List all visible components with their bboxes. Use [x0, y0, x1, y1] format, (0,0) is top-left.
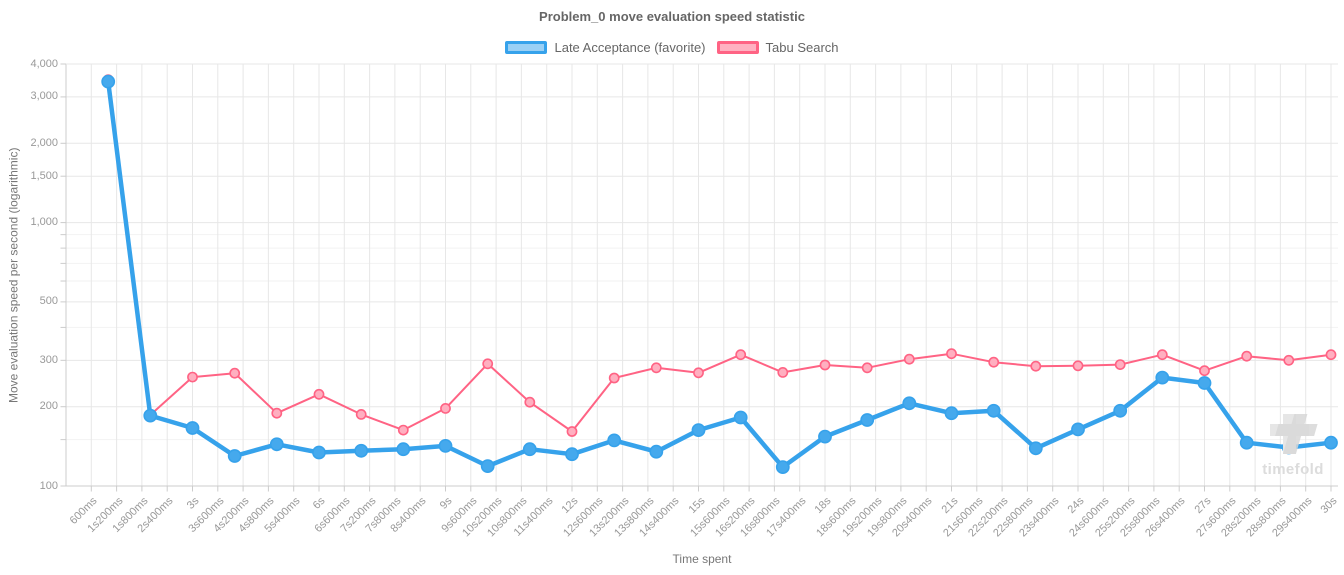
point-late-acceptance[interactable]: [565, 447, 579, 462]
point-late-acceptance[interactable]: [522, 442, 537, 457]
point-late-acceptance[interactable]: [607, 433, 622, 448]
watermark-text: timefold: [1262, 461, 1324, 478]
point-late-acceptance[interactable]: [775, 460, 790, 474]
point-late-acceptance[interactable]: [944, 406, 959, 421]
point-tabu-search[interactable]: [693, 367, 704, 379]
x-axis-title: Time spent: [672, 552, 732, 566]
point-late-acceptance[interactable]: [1028, 441, 1043, 456]
point-late-acceptance[interactable]: [860, 413, 875, 427]
point-late-acceptance[interactable]: [733, 410, 748, 425]
point-tabu-search[interactable]: [946, 348, 957, 360]
point-tabu-search[interactable]: [566, 426, 578, 437]
point-late-acceptance[interactable]: [480, 459, 495, 473]
point-late-acceptance[interactable]: [649, 444, 664, 459]
y-tick-label: 200: [39, 400, 58, 413]
point-tabu-search[interactable]: [355, 408, 367, 420]
line-tabu-search: [107, 78, 1332, 433]
point-tabu-search[interactable]: [988, 356, 1000, 368]
legend-item-late-acceptance[interactable]: Late Acceptance (favorite): [505, 40, 706, 55]
point-tabu-search[interactable]: [861, 362, 873, 374]
legend-item-tabu-search[interactable]: Tabu Search: [716, 40, 839, 55]
point-tabu-search[interactable]: [1114, 359, 1126, 370]
line-late-acceptance: [105, 79, 1334, 470]
y-tick-label: 1,500: [30, 169, 58, 182]
legend-swatch-pink: [716, 41, 759, 54]
point-tabu-search[interactable]: [524, 396, 536, 408]
point-late-acceptance[interactable]: [691, 423, 706, 437]
point-tabu-search[interactable]: [229, 367, 241, 379]
point-tabu-search[interactable]: [1241, 350, 1253, 362]
point-tabu-search[interactable]: [1325, 349, 1337, 361]
point-tabu-search[interactable]: [608, 372, 620, 384]
point-late-acceptance[interactable]: [1071, 422, 1085, 437]
point-late-acceptance[interactable]: [227, 449, 242, 463]
point-late-acceptance[interactable]: [818, 429, 832, 444]
point-tabu-search[interactable]: [1283, 354, 1295, 366]
y-tick-label: 4,000: [30, 57, 58, 70]
chart-title: Problem_0 move evaluation speed statisti…: [539, 9, 805, 24]
point-tabu-search[interactable]: [1072, 360, 1084, 372]
point-late-acceptance[interactable]: [101, 74, 116, 89]
legend-label: Tabu Search: [765, 40, 839, 55]
point-tabu-search[interactable]: [440, 402, 451, 414]
point-late-acceptance[interactable]: [312, 445, 326, 460]
point-late-acceptance[interactable]: [143, 408, 158, 423]
point-tabu-search[interactable]: [187, 371, 198, 383]
point-tabu-search[interactable]: [1199, 365, 1210, 377]
y-tick-label: 1,000: [30, 216, 58, 229]
point-late-acceptance[interactable]: [185, 421, 200, 435]
point-late-acceptance[interactable]: [438, 438, 453, 453]
point-tabu-search[interactable]: [819, 359, 831, 371]
point-tabu-search[interactable]: [1030, 360, 1042, 372]
point-tabu-search[interactable]: [1156, 349, 1168, 361]
point-late-acceptance[interactable]: [354, 443, 369, 458]
point-tabu-search[interactable]: [735, 349, 747, 361]
y-tick-label: 500: [39, 295, 58, 308]
legend-label: Late Acceptance (favorite): [554, 40, 706, 55]
y-tick-label: 300: [39, 353, 58, 366]
y-tick-label: 2,000: [30, 136, 58, 149]
point-late-acceptance[interactable]: [986, 403, 1001, 418]
timefold-watermark: timefold: [1250, 412, 1336, 478]
point-late-acceptance[interactable]: [1113, 403, 1128, 418]
legend: Late Acceptance (favorite) Tabu Search: [0, 40, 1344, 55]
point-tabu-search[interactable]: [650, 362, 662, 374]
legend-swatch-blue: [505, 41, 548, 54]
y-tick-label: 100: [39, 479, 58, 492]
timefold-logo-icon: [1270, 414, 1318, 454]
point-late-acceptance[interactable]: [269, 437, 284, 452]
point-late-acceptance[interactable]: [902, 396, 917, 411]
point-tabu-search[interactable]: [903, 353, 915, 365]
point-tabu-search[interactable]: [482, 358, 494, 370]
point-late-acceptance[interactable]: [1155, 370, 1170, 385]
point-tabu-search[interactable]: [397, 424, 409, 436]
point-late-acceptance[interactable]: [1197, 376, 1212, 390]
point-tabu-search[interactable]: [777, 366, 789, 378]
point-tabu-search[interactable]: [313, 388, 325, 400]
point-tabu-search[interactable]: [271, 407, 283, 419]
point-late-acceptance[interactable]: [1324, 435, 1338, 450]
y-tick-label: 3,000: [30, 90, 58, 103]
point-late-acceptance[interactable]: [396, 442, 411, 457]
point-late-acceptance[interactable]: [1239, 435, 1254, 450]
